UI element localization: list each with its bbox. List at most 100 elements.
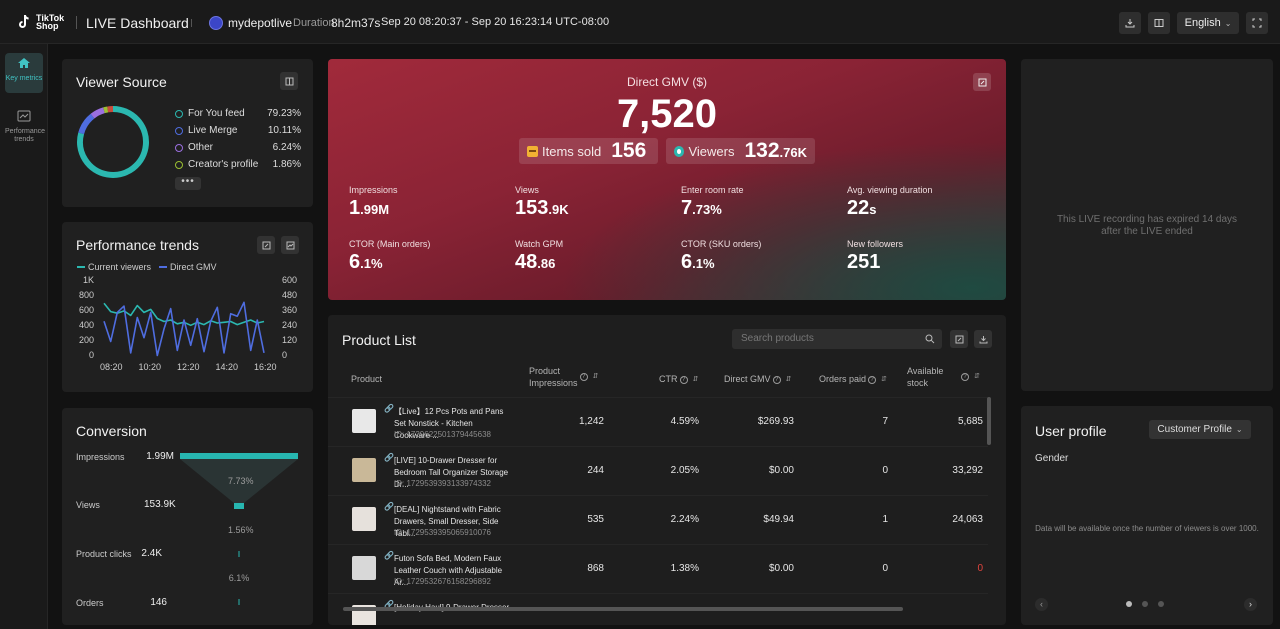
language-value: English [1184, 17, 1221, 29]
export-button[interactable] [950, 330, 968, 348]
rail-item-performance-trends[interactable]: Performance trends [5, 106, 45, 146]
product-name[interactable]: Futon Sofa Bed, Modern Faux Leather Couc… [394, 554, 503, 587]
eye-icon [674, 145, 685, 157]
rail-item-key-metrics[interactable]: Key metrics [5, 53, 43, 93]
donut-slice [103, 106, 109, 114]
product-name[interactable]: [DEAL] Nightstand with Fabric Drawers, S… [394, 505, 501, 538]
bag-icon [527, 145, 538, 157]
prev-page-button[interactable]: ‹ [1035, 598, 1048, 611]
stage-label-product-clicks: Product clicks [76, 549, 132, 559]
product-thumbnail [352, 458, 376, 482]
edit-metrics-button[interactable] [973, 73, 991, 91]
col-header-ctr[interactable]: CTR? ⇵ [659, 373, 698, 386]
left-rail: Key metrics Performance trends [0, 44, 48, 629]
col-header-direct-gmv[interactable]: Direct GMV? ⇵ [724, 373, 791, 386]
metric-impressions: Impressions 1.99M [349, 185, 398, 220]
page-dot-2[interactable] [1142, 601, 1148, 607]
user-profile-title: User profile [1035, 423, 1107, 439]
y-left-tick: 200 [78, 335, 94, 345]
download-products-button[interactable] [974, 330, 992, 348]
metric-value-suffix: .73% [692, 202, 722, 217]
legend-pct: 79.23% [267, 108, 301, 119]
metric-avg-viewing-duration: Avg. viewing duration 22s [847, 185, 932, 220]
table-row[interactable]: 🔗 [DEAL] Nightstand with Fabric Drawers, … [328, 495, 988, 544]
col-header-label: Available [907, 366, 944, 376]
col-header-orders-paid[interactable]: Orders paid? ⇵ [819, 373, 887, 386]
edit-icon [955, 335, 963, 343]
fullscreen-button[interactable] [1246, 12, 1268, 34]
live-recording-panel: This LIVE recording has expired 14 days … [1021, 59, 1273, 391]
link-icon[interactable]: 🔗 [384, 502, 394, 511]
rate-clicks-to-orders: 6.1% [228, 573, 250, 583]
layout-button[interactable] [1148, 12, 1170, 34]
table-row[interactable]: 🔗 [LIVE] 10-Drawer Dresser for Bedroom Ta… [328, 446, 988, 495]
metric-label: CTOR (SKU orders) [681, 239, 762, 249]
link-icon[interactable]: 🔗 [384, 404, 394, 413]
edit-trends-button[interactable] [257, 236, 275, 254]
product-name[interactable]: 【Live】12 Pcs Pots and Pans Set Nonstick … [394, 407, 504, 440]
donut-slice [77, 106, 149, 178]
viewer-source-menu-button[interactable] [280, 72, 298, 90]
y-left-tick: 1K [82, 275, 94, 285]
product-id: ID: 1729622501379445638 [394, 430, 491, 439]
metric-enter-room-rate: Enter room rate 7.73% [681, 185, 744, 220]
col-header-product-impressions[interactable]: Product Impressions ? ⇵ [529, 365, 598, 389]
page-dot-1[interactable] [1126, 601, 1132, 607]
metric-label: Enter room rate [681, 185, 744, 195]
more-sources-button[interactable]: ••• [175, 177, 201, 190]
metric-new-followers: New followers 251 [847, 239, 903, 274]
metric-value: 1.99M [349, 197, 398, 220]
col-header-available-stock[interactable]: Available stock ? ⇵ [907, 365, 980, 389]
legend-name: Live Merge [188, 125, 238, 136]
search-input[interactable]: Search products [732, 329, 942, 349]
cell-available-stock: 33,292 [952, 465, 983, 476]
viewers-value-main: 132 [744, 139, 780, 162]
horizontal-scrollbar[interactable] [343, 607, 903, 611]
vertical-scrollbar[interactable] [987, 397, 991, 445]
items-sold-value: 156 [611, 139, 647, 162]
metric-value: 6.1% [681, 251, 761, 274]
download-button[interactable] [1119, 12, 1141, 34]
cell-orders-paid: 0 [882, 465, 888, 476]
y-left-tick: 0 [88, 350, 94, 360]
table-row[interactable]: 🔗 【Live】12 Pcs Pots and Pans Set Nonstick… [328, 397, 988, 446]
link-icon[interactable]: 🔗 [384, 453, 394, 462]
table-row[interactable]: 🔗 Futon Sofa Bed, Modern Faux Leather Cou… [328, 544, 988, 593]
stage-label-views: Views [76, 500, 100, 510]
product-name[interactable]: [LIVE] 10-Drawer Dresser for Bedroom Tal… [394, 456, 509, 489]
y-right-tick: 360 [282, 305, 298, 315]
viewers-label: Viewers [688, 143, 735, 159]
stage-label-impressions: Impressions [76, 452, 125, 462]
funnel-bar-views [234, 503, 244, 509]
metric-value: 251 [847, 251, 903, 274]
legend-item-creators-profile: Creator's profile 1.86% [175, 156, 301, 173]
search-placeholder: Search products [741, 333, 814, 344]
metric-views: Views 153.9K [515, 185, 569, 220]
link-icon[interactable]: 🔗 [384, 600, 394, 609]
metric-value-suffix: .99M [360, 202, 390, 217]
rate-views-to-clicks: 1.56% [228, 525, 254, 535]
legend-pct: 10.11% [267, 125, 301, 136]
divider [191, 19, 192, 27]
metric-value: 7.73% [681, 197, 744, 220]
metric-value: 6.1% [349, 251, 430, 274]
viewer-source-legend: For You feed 79.23% Live Merge 10.11% Ot… [175, 105, 301, 173]
page-dot-3[interactable] [1158, 601, 1164, 607]
metric-ctor-main-orders: CTOR (Main orders) 6.1% [349, 239, 430, 274]
stage-value-orders: 146 [150, 597, 167, 608]
help-icon: ? [772, 375, 781, 384]
y-right-tick: 600 [282, 275, 298, 285]
legend-item-other: Other 6.24% [175, 139, 301, 156]
next-page-button[interactable]: › [1244, 598, 1257, 611]
cell-impressions: 244 [587, 465, 604, 476]
shop-name: mydepotlive [228, 16, 293, 30]
link-icon[interactable]: 🔗 [384, 551, 394, 560]
chart-view-button[interactable] [281, 236, 299, 254]
customer-profile-dropdown[interactable]: Customer Profile ⌄ [1149, 420, 1251, 439]
gender-label: Gender [1035, 453, 1069, 464]
language-select[interactable]: English ⌄ [1177, 12, 1239, 34]
metric-label: CTOR (Main orders) [349, 239, 431, 249]
x-tick: 08:20 [100, 362, 123, 372]
cell-available-stock: 5,685 [957, 416, 983, 427]
metric-value: 48.86 [515, 251, 563, 274]
